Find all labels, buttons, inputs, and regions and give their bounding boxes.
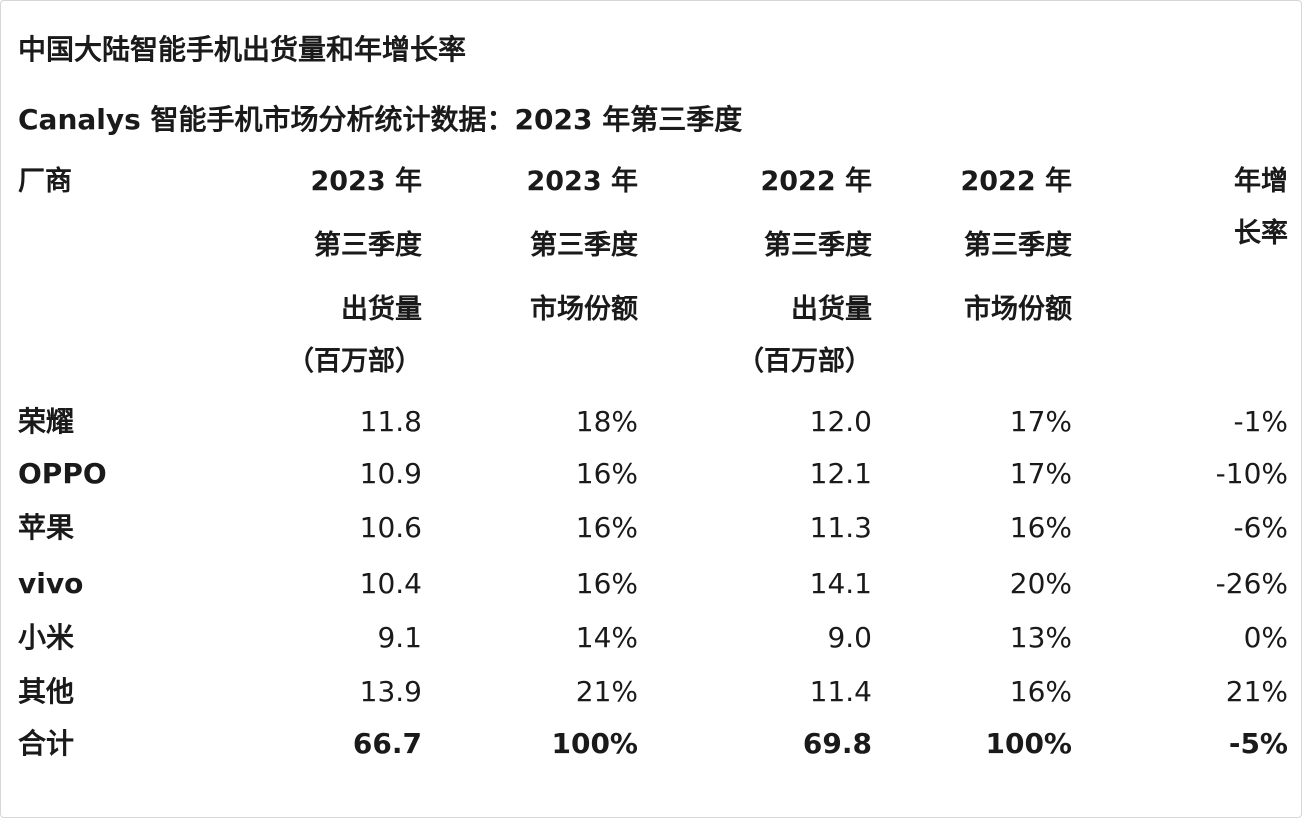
header-line: 第三季度	[764, 230, 872, 261]
cell-ship-2023: 11.8	[359, 405, 422, 438]
table-row: 小米 9.1 14% 9.0 13% 0%	[0, 612, 1302, 664]
header-unit: （百万部）	[287, 346, 422, 377]
cell-share-2022: 13%	[1009, 621, 1072, 654]
cell-share-2023: 21%	[575, 675, 638, 708]
cell-ship-2023: 66.7	[352, 727, 422, 760]
header-unit: （百万部）	[737, 346, 872, 377]
header-ship-2023: 2023 年 第三季度 出货量 （百万部）	[202, 150, 422, 382]
cell-vendor: 合计	[18, 727, 75, 760]
cell-growth: 21%	[1225, 675, 1288, 708]
cell-ship-2022: 11.3	[809, 511, 872, 544]
header-ship-2022: 2022 年 第三季度 出货量 （百万部）	[652, 150, 872, 382]
table-row: 荣耀 11.8 18% 12.0 17% -1%	[0, 396, 1302, 448]
header-vendor-label: 厂商	[18, 166, 72, 197]
cell-growth: -26%	[1215, 567, 1288, 600]
cell-share-2023: 16%	[575, 457, 638, 490]
header-growth: 年增 长率	[1168, 156, 1288, 260]
cell-share-2023: 18%	[575, 405, 638, 438]
cell-vendor: 苹果	[18, 511, 75, 544]
cell-growth: -5%	[1228, 727, 1288, 760]
cell-share-2022: 20%	[1009, 567, 1072, 600]
cell-vendor: 其他	[18, 675, 75, 708]
page-title: 中国大陆智能手机出货量和年增长率	[18, 33, 467, 66]
cell-ship-2022: 69.8	[802, 727, 872, 760]
cell-share-2022: 16%	[1009, 675, 1072, 708]
cell-share-2023: 100%	[551, 727, 638, 760]
header-share-2023: 2023 年 第三季度 市场份额	[418, 150, 638, 342]
cell-vendor: OPPO	[18, 457, 107, 490]
cell-ship-2022: 14.1	[809, 567, 872, 600]
cell-growth: -10%	[1215, 457, 1288, 490]
cell-share-2022: 17%	[1009, 405, 1072, 438]
header-line: 第三季度	[314, 230, 422, 261]
cell-ship-2023: 13.9	[359, 675, 422, 708]
cell-vendor: vivo	[18, 567, 84, 600]
cell-share-2023: 14%	[575, 621, 638, 654]
table-row: vivo 10.4 16% 14.1 20% -26%	[0, 558, 1302, 610]
cell-ship-2023: 10.4	[359, 567, 422, 600]
header-line: 第三季度	[964, 230, 1072, 261]
header-line: 市场份额	[530, 294, 638, 325]
cell-growth: -6%	[1233, 511, 1288, 544]
cell-share-2022: 17%	[1009, 457, 1072, 490]
header-line: 市场份额	[964, 294, 1072, 325]
header-line: 2022 年	[960, 166, 1072, 197]
header-line: 2023 年	[310, 166, 422, 197]
header-line: 出货量	[791, 294, 872, 325]
cell-ship-2022: 12.1	[809, 457, 872, 490]
cell-ship-2023: 10.9	[359, 457, 422, 490]
header-share-2022: 2022 年 第三季度 市场份额	[852, 150, 1072, 342]
header-line: 年增	[1234, 166, 1288, 197]
header-vendor: 厂商	[18, 150, 72, 214]
cell-ship-2022: 9.0	[827, 621, 872, 654]
table-row: OPPO 10.9 16% 12.1 17% -10%	[0, 448, 1302, 500]
cell-growth: -1%	[1233, 405, 1288, 438]
page-subtitle: Canalys 智能手机市场分析统计数据：2023 年第三季度	[18, 103, 743, 136]
cell-share-2022: 100%	[985, 727, 1072, 760]
header-line: 出货量	[341, 294, 422, 325]
table-row: 苹果 10.6 16% 11.3 16% -6%	[0, 502, 1302, 554]
header-line: 第三季度	[530, 230, 638, 261]
cell-share-2023: 16%	[575, 511, 638, 544]
header-line: 2023 年	[526, 166, 638, 197]
cell-vendor: 小米	[18, 621, 75, 654]
cell-ship-2023: 10.6	[359, 511, 422, 544]
cell-growth: 0%	[1243, 621, 1288, 654]
cell-ship-2022: 11.4	[809, 675, 872, 708]
table-total-row: 合计 66.7 100% 69.8 100% -5%	[0, 718, 1302, 770]
cell-ship-2022: 12.0	[809, 405, 872, 438]
header-line: 2022 年	[760, 166, 872, 197]
cell-share-2022: 16%	[1009, 511, 1072, 544]
table-row: 其他 13.9 21% 11.4 16% 21%	[0, 666, 1302, 718]
cell-vendor: 荣耀	[18, 405, 75, 438]
cell-ship-2023: 9.1	[377, 621, 422, 654]
cell-share-2023: 16%	[575, 567, 638, 600]
header-line: 长率	[1234, 218, 1288, 249]
